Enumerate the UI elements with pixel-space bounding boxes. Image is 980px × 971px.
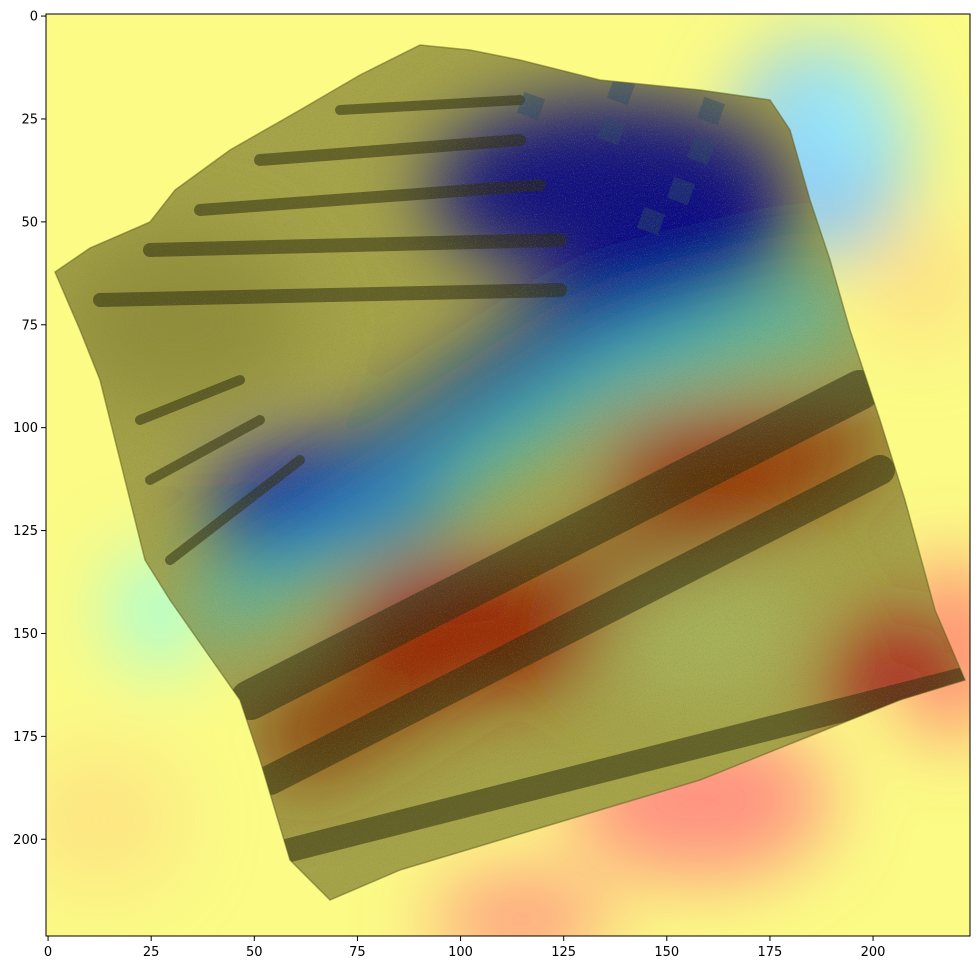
y-axis: 0 25 50 75 100 125 150 175 200	[13, 10, 46, 848]
y-tick-label: 50	[21, 215, 38, 230]
y-tick-label: 200	[13, 833, 38, 848]
x-tick-label: 175	[758, 945, 783, 960]
y-tick-label: 175	[13, 730, 38, 745]
x-tick-label: 50	[246, 945, 263, 960]
heatmap-image	[46, 14, 970, 936]
x-tick-label: 200	[861, 945, 886, 960]
x-tick-label: 150	[654, 945, 679, 960]
y-tick-label: 125	[13, 524, 38, 539]
x-tick-label: 75	[349, 945, 366, 960]
x-tick-label: 125	[551, 945, 576, 960]
y-tick-label: 150	[13, 627, 38, 642]
y-tick-label: 0	[30, 10, 38, 25]
x-tick-label: 100	[448, 945, 473, 960]
y-tick-label: 75	[21, 318, 38, 333]
y-tick-label: 25	[21, 112, 38, 127]
x-tick-label: 25	[143, 945, 160, 960]
y-tick-label: 100	[13, 421, 38, 436]
x-tick-label: 0	[44, 945, 52, 960]
x-axis: 0 25 50 75 100 125 150 175 200	[44, 936, 886, 960]
axes-frame	[45, 13, 971, 937]
